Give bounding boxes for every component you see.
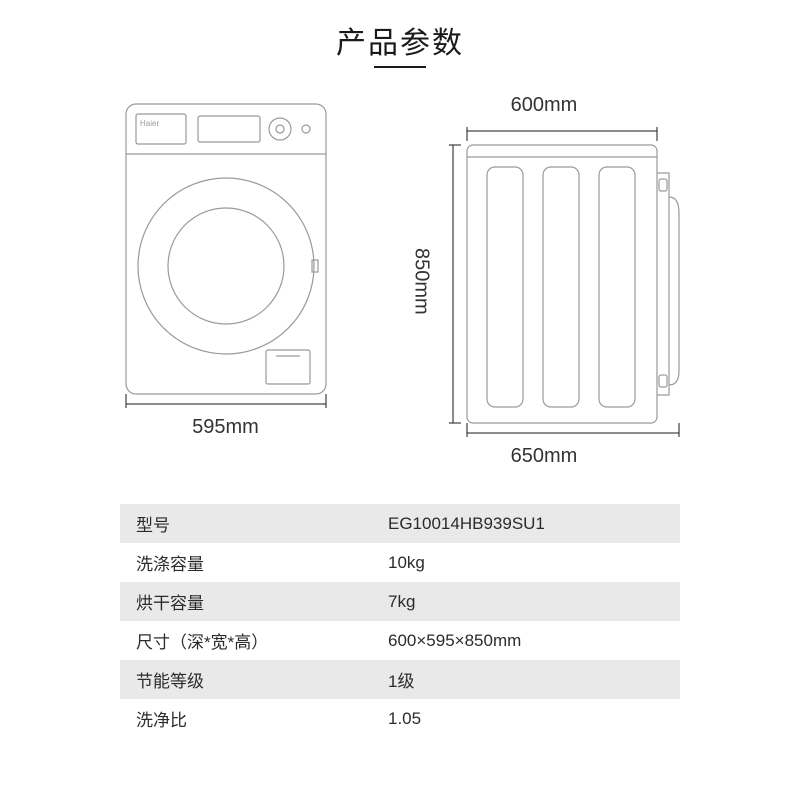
spec-key: 型号 [120,504,372,543]
title-underline [374,66,426,68]
side-depth-label-top: 600mm [511,94,578,117]
spec-val: 1级 [372,660,680,699]
table-row: 型号EG10014HB939SU1 [120,504,680,543]
table-row: 洗净比1.05 [120,699,680,738]
diagrams-row: Haier [24,94,776,468]
spec-key: 洗涤容量 [120,543,372,582]
front-width-label: 595mm [192,416,259,439]
svg-text:Haier: Haier [140,119,159,128]
spec-val: 10kg [372,543,680,582]
spec-table: 型号EG10014HB939SU1洗涤容量10kg烘干容量7kg尺寸（深*宽*高… [120,504,680,738]
side-depth-label-bottom: 650mm [511,445,578,468]
spec-table-body: 型号EG10014HB939SU1洗涤容量10kg烘干容量7kg尺寸（深*宽*高… [120,504,680,738]
side-height-label: 850mm [404,248,439,315]
front-view-wrap: Haier [116,94,336,468]
front-view-svg: Haier [116,94,336,410]
spec-key: 洗净比 [120,699,372,738]
table-row: 节能等级1级 [120,660,680,699]
spec-val: 7kg [372,582,680,621]
table-row: 尺寸（深*宽*高）600×595×850mm [120,621,680,660]
table-row: 烘干容量7kg [120,582,680,621]
spec-val: EG10014HB939SU1 [372,504,680,543]
page-title: 产品参数 [24,18,776,62]
side-view-svg [447,123,685,439]
spec-val: 1.05 [372,699,680,738]
spec-key: 节能等级 [120,660,372,699]
side-view-wrap: 600mm 850mm [404,94,685,468]
spec-val: 600×595×850mm [372,621,680,660]
spec-key: 尺寸（深*宽*高） [120,621,372,660]
spec-key: 烘干容量 [120,582,372,621]
table-row: 洗涤容量10kg [120,543,680,582]
